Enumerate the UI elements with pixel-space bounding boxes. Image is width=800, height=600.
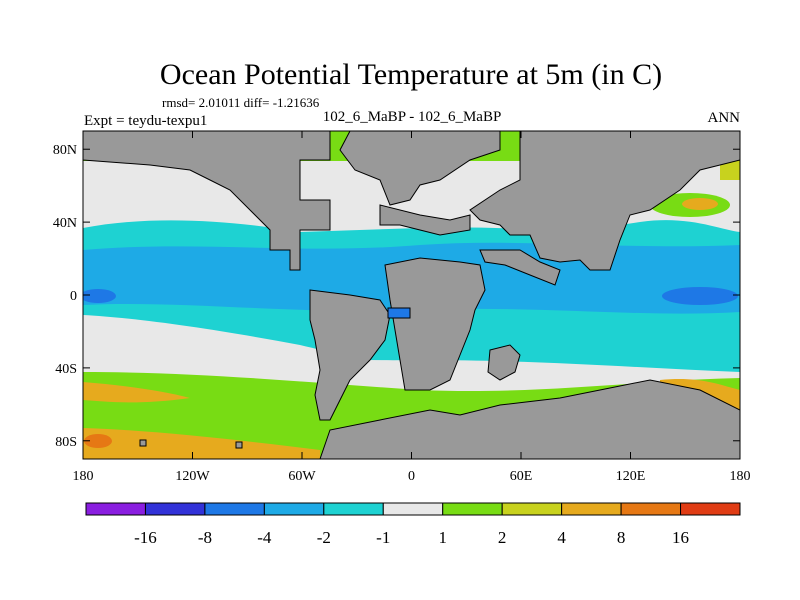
north-warm-core	[682, 198, 718, 210]
colorbar-label: -2	[317, 528, 331, 547]
x-tick-label: 60E	[510, 469, 533, 484]
y-tick-label: 80N	[53, 143, 77, 158]
colorbar-swatch	[323, 502, 384, 516]
x-axis: 180 120W 60W 0 60E 120E 180	[73, 131, 751, 484]
land	[83, 131, 740, 459]
colorbar-swatch	[442, 502, 503, 516]
chart-title: Ocean Potential Temperature at 5m (in C)	[160, 58, 662, 91]
colorbar-label: 2	[498, 528, 507, 547]
south-hot-core	[84, 434, 112, 448]
colorbar-swatch	[501, 502, 563, 516]
colorbar-swatch	[382, 502, 444, 516]
colorbar-swatch	[204, 502, 265, 516]
land-eurasia	[469, 131, 740, 271]
y-tick-label: 40N	[53, 216, 77, 231]
land-africa	[384, 257, 486, 391]
land-antarctica	[319, 379, 740, 459]
tropical-cold-core	[662, 287, 738, 305]
colorbar-swatch	[263, 502, 325, 516]
land-europe	[379, 204, 471, 236]
season-label: ANN	[708, 110, 741, 126]
x-tick-label: 120W	[175, 469, 210, 484]
stats-label: rmsd= 2.01011 diff= -1.21636	[162, 95, 320, 110]
land-small-island	[139, 439, 147, 447]
map-field	[83, 131, 740, 459]
y-tick-label: 80S	[55, 435, 77, 450]
colorbar-label: -16	[134, 528, 157, 547]
colorbar-swatch	[680, 502, 741, 516]
x-tick-label: 60W	[288, 469, 316, 484]
x-tick-label: 180	[730, 469, 751, 484]
land-greenland	[339, 131, 501, 206]
colorbar-label: -1	[376, 528, 390, 547]
south-pacific-neutral	[83, 315, 380, 372]
x-tick-label: 0	[408, 469, 415, 484]
colorbar-label: 1	[438, 528, 447, 547]
colorbar-swatch	[620, 502, 682, 516]
colorbar-label: 16	[672, 528, 689, 547]
land-maritime	[487, 344, 521, 381]
land-small-island-2	[235, 441, 243, 449]
colorbar-swatch	[144, 502, 206, 516]
colorbar-swatch	[561, 502, 622, 516]
comparison-label: 102_6_MaBP - 102_6_MaBP	[323, 109, 502, 125]
x-tick-label: 180	[73, 469, 94, 484]
land-south-america	[309, 289, 391, 421]
cold-spot-atlantic	[387, 307, 411, 319]
y-axis: 80N 40N 0 40S 80S	[53, 143, 740, 450]
land-arabia-india	[479, 249, 561, 286]
land-north-america	[83, 131, 331, 271]
band-south-hot-2	[83, 428, 320, 459]
colorbar-label: -4	[257, 528, 272, 547]
colorbar-label: -8	[198, 528, 212, 547]
colorbar: -16 -8 -4 -2 -1 1 2 4 8 16	[85, 502, 741, 547]
colorbar-label: 4	[557, 528, 566, 547]
tropical-cold-core-west	[83, 289, 116, 303]
colorbar-swatch	[85, 502, 146, 516]
experiment-label: Expt = teydu-texpu1	[84, 113, 207, 129]
colorbar-label: 8	[617, 528, 626, 547]
band-south-hot	[83, 382, 190, 403]
y-tick-label: 0	[70, 289, 77, 304]
x-tick-label: 120E	[616, 469, 646, 484]
arctic-warm-east	[720, 160, 740, 180]
y-tick-label: 40S	[55, 362, 77, 377]
